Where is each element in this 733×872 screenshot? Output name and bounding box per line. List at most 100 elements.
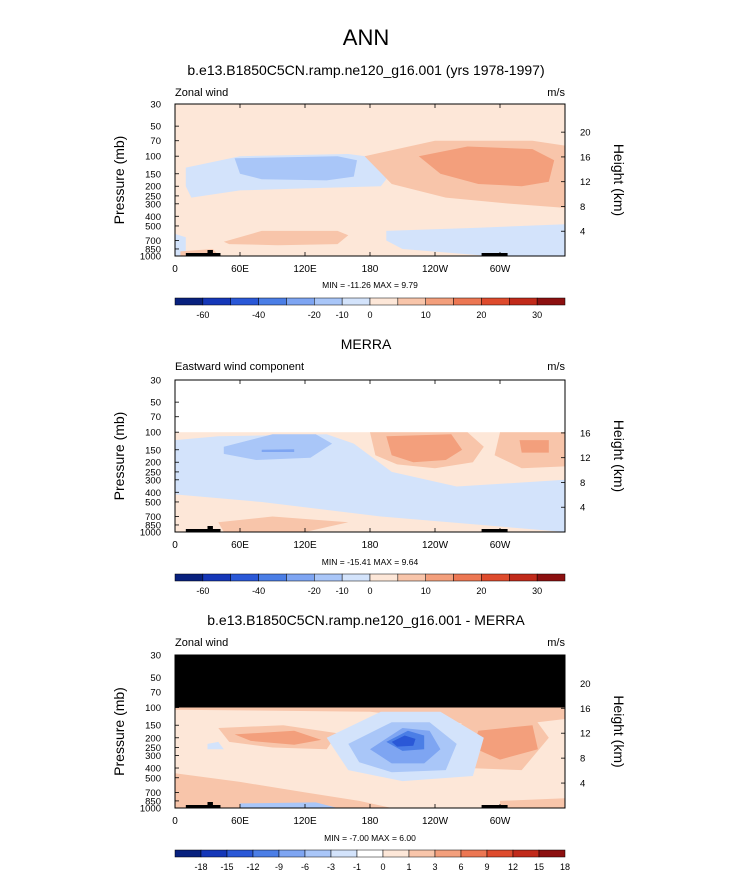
pressure-tick-label: 250 xyxy=(145,743,161,754)
pressure-tick-label: 700 xyxy=(145,788,161,799)
longitude-tick-label: 180 xyxy=(362,264,379,275)
pressure-tick-label: 100 xyxy=(145,703,161,714)
colorbar-cell xyxy=(286,573,315,582)
colorbar-label: 15 xyxy=(534,862,544,872)
colorbar-cell xyxy=(369,573,399,582)
pressure-tick-label: 850 xyxy=(145,244,161,255)
longitude-tick-label: 0 xyxy=(172,264,178,275)
longitude-tick-label: 60E xyxy=(231,816,249,827)
colorbar-cell xyxy=(434,849,462,858)
longitude-axis: 0 60E 120E 180 120W 60W xyxy=(172,380,511,551)
colorbar-label: 0 xyxy=(380,862,385,872)
longitude-tick-label: 0 xyxy=(172,540,178,551)
contour-pos-5 xyxy=(175,773,392,808)
pressure-tick-label: 400 xyxy=(145,764,161,775)
colorbar-cell xyxy=(278,849,306,858)
colorbar-cell xyxy=(453,573,482,582)
colorbar-label: 3 xyxy=(432,862,437,872)
colorbar-cell xyxy=(356,849,384,858)
colorbar-cell xyxy=(453,297,482,306)
pressure-tick-label: 850 xyxy=(145,520,161,531)
colorbar-label: 18 xyxy=(560,862,570,872)
pressure-tick-label: 1000 xyxy=(140,804,161,815)
colorbar-cell xyxy=(408,849,436,858)
contour-neg-5 xyxy=(391,735,416,747)
height-tick-label: 20 xyxy=(580,128,591,139)
contour-neg-7 xyxy=(240,802,338,808)
colorbar-cell xyxy=(202,297,231,306)
colorbar-cell xyxy=(174,573,204,582)
colorbar-cell xyxy=(258,297,287,306)
height-tick-label: 16 xyxy=(580,152,591,163)
pressure-tick-label: 200 xyxy=(145,182,161,193)
contour-pos-5 xyxy=(218,516,349,532)
pressure-tick-label: 100 xyxy=(145,428,161,439)
colorbar-cell xyxy=(509,297,538,306)
colorbar-cell xyxy=(397,573,426,582)
pressure-tick-label: 50 xyxy=(150,398,161,409)
longitude-tick-label: 60E xyxy=(231,264,249,275)
height-tick-label: 12 xyxy=(580,177,591,188)
height-tick-label: 4 xyxy=(580,227,585,238)
pressure-tick-label: 50 xyxy=(150,673,161,684)
longitude-tick-label: 120E xyxy=(293,816,317,827)
longitude-tick-label: 60W xyxy=(490,816,511,827)
colorbar-label: -3 xyxy=(327,862,335,872)
pressure-tick-label: 500 xyxy=(145,773,161,784)
pressure-axis-title: Pressure (mb) xyxy=(111,687,127,776)
contour-neg-3 xyxy=(386,224,565,256)
topography-asia xyxy=(185,529,221,532)
pressure-tick-label: 30 xyxy=(150,100,161,111)
colorbar-label: -15 xyxy=(220,862,233,872)
colorbar-label: 10 xyxy=(421,586,431,596)
contour-pos-4 xyxy=(519,440,549,453)
colorbar-label: 1 xyxy=(406,862,411,872)
colorbar-cell xyxy=(200,849,228,858)
height-tick-label: 20 xyxy=(580,679,591,690)
longitude-tick-label: 180 xyxy=(362,816,379,827)
colorbar-cell xyxy=(481,573,510,582)
height-tick-label: 16 xyxy=(580,428,591,439)
colorbar-label: -12 xyxy=(246,862,259,872)
longitude-tick-label: 120E xyxy=(293,264,317,275)
contour-neg-3 xyxy=(261,449,295,452)
longitude-tick-label: 60E xyxy=(231,540,249,551)
pressure-tick-label: 300 xyxy=(145,199,161,210)
colorbar-cell xyxy=(481,297,510,306)
longitude-tick-label: 60W xyxy=(490,264,511,275)
colorbar-cell xyxy=(341,573,371,582)
colorbar-cell xyxy=(258,573,287,582)
contour-neg-2 xyxy=(234,156,357,181)
pressure-tick-label: 1000 xyxy=(140,528,161,539)
topography-tibet xyxy=(207,802,213,808)
pressure-tick-label: 400 xyxy=(145,212,161,223)
contour-field xyxy=(175,432,565,532)
colorbar-cell xyxy=(512,849,540,858)
colorbar-cell xyxy=(286,297,315,306)
pressure-tick-label: 200 xyxy=(145,458,161,469)
pressure-tick-label: 70 xyxy=(150,687,161,698)
colorbar-cell xyxy=(425,573,454,582)
colorbar-label: -10 xyxy=(336,586,349,596)
colorbar-cell xyxy=(226,849,254,858)
longitude-tick-label: 120E xyxy=(293,540,317,551)
colorbar-cell xyxy=(538,849,566,858)
height-axis: 16 12 8 4 xyxy=(561,428,591,514)
pressure-tick-label: 1000 xyxy=(140,252,161,263)
pressure-tick-label: 700 xyxy=(145,236,161,247)
contour-pos-2 xyxy=(234,730,322,745)
colorbar-label: -20 xyxy=(308,310,321,320)
height-axis-title: Height (km) xyxy=(611,144,627,216)
colorbar-cell xyxy=(314,573,343,582)
colorbar-cell xyxy=(536,297,566,306)
colorbar-cell xyxy=(174,849,202,858)
colorbar-cell xyxy=(314,297,343,306)
pressure-tick-label: 70 xyxy=(150,412,161,423)
height-axis-title: Height (km) xyxy=(611,420,627,492)
height-tick-label: 8 xyxy=(580,754,585,765)
contour-pos-3 xyxy=(223,230,349,246)
